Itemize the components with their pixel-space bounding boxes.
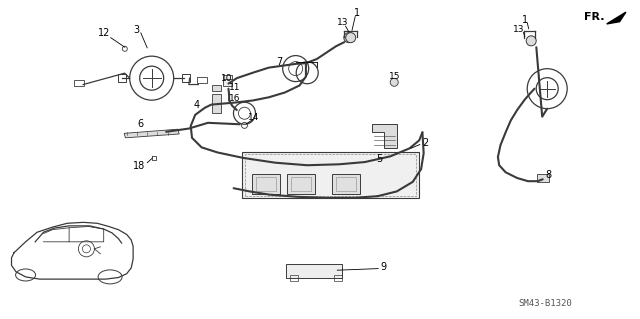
Text: 4: 4 [194, 100, 200, 110]
Bar [245, 154, 416, 196]
Bar [332, 174, 360, 194]
Bar [74, 80, 84, 86]
Bar [197, 77, 207, 83]
Polygon shape [372, 124, 397, 148]
Bar [252, 174, 280, 194]
Text: 9: 9 [381, 262, 387, 272]
Text: 6: 6 [137, 119, 143, 129]
Polygon shape [212, 85, 221, 91]
Text: 5: 5 [376, 154, 382, 164]
Polygon shape [607, 12, 626, 24]
Text: 16: 16 [228, 94, 240, 103]
Polygon shape [124, 129, 179, 138]
Circle shape [344, 33, 354, 43]
Text: 12: 12 [97, 28, 110, 39]
Circle shape [346, 33, 356, 43]
Bar [223, 79, 232, 86]
Text: FR.: FR. [584, 11, 604, 22]
Bar [335, 177, 356, 191]
Text: 8: 8 [545, 170, 552, 180]
Bar [287, 174, 315, 194]
Text: 10: 10 [221, 74, 233, 83]
Text: 18: 18 [133, 161, 146, 171]
Circle shape [390, 78, 398, 86]
Text: SM43-B1320: SM43-B1320 [518, 299, 572, 308]
Text: 1: 1 [354, 8, 360, 19]
Bar [255, 177, 276, 191]
Bar [223, 75, 232, 82]
Text: 11: 11 [229, 83, 241, 92]
Text: 1: 1 [522, 15, 528, 25]
Bar [537, 174, 548, 182]
Bar [291, 177, 311, 191]
Text: 13: 13 [337, 19, 349, 27]
Bar [242, 152, 419, 198]
Text: 3: 3 [133, 25, 140, 35]
Circle shape [526, 36, 536, 46]
Text: 7: 7 [276, 56, 283, 67]
Text: 15: 15 [388, 72, 400, 81]
Text: 2: 2 [422, 138, 429, 148]
Bar [182, 74, 189, 82]
Text: 13: 13 [513, 25, 524, 34]
Bar [118, 74, 125, 82]
Bar [290, 275, 298, 280]
Bar [333, 275, 342, 280]
Text: 14: 14 [248, 113, 260, 122]
FancyBboxPatch shape [285, 263, 342, 278]
Polygon shape [212, 94, 221, 113]
